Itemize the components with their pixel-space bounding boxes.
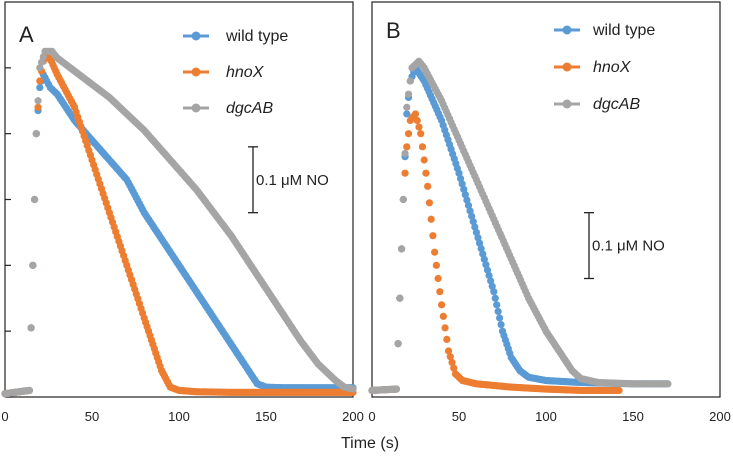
data-point [411,110,420,118]
data-point [497,320,505,329]
legend-entry-dgcAB: dgcAB [554,96,640,113]
data-point [404,90,413,98]
x-tick-label: 150 [255,409,277,424]
data-point [490,288,498,296]
data-point [399,195,407,204]
data-point [27,324,35,332]
legend-marker [191,67,201,77]
data-point [39,53,47,61]
data-point [441,324,449,332]
legend-marker [562,25,572,35]
data-point [443,335,451,343]
data-point [427,215,435,223]
data-point [25,386,33,395]
data-point [424,182,432,190]
series-dgcAB [1,47,357,398]
data-point [417,130,425,138]
legend-label: hnoX [226,64,265,81]
data-point [29,261,37,269]
data-point [425,199,434,207]
scale-bar-label: 0.1 μM NO [256,172,329,189]
data-point [404,130,413,138]
x-tick-label: 50 [452,409,466,424]
panel-a-plot: 0 50 100 150 200 A wild type hnoX dgcAB 0.1 μM NO [1,1,364,424]
legend-label: wild type [592,22,655,39]
plot-frame [371,1,721,398]
legend-marker [191,31,201,41]
panel-letter: A [19,22,34,47]
data-point [491,294,499,302]
data-point [432,261,440,269]
data-point [406,77,414,85]
x-tick-label: 50 [85,409,99,424]
data-point [401,169,409,177]
data-point [439,312,447,320]
x-tick-label: 100 [168,409,190,424]
data-point [36,77,44,85]
data-point [448,358,456,367]
data-point [392,385,400,393]
x-tick-label: 200 [342,409,364,424]
data-point [434,274,442,283]
x-tick-label: 0 [368,409,375,424]
data-point [413,116,421,125]
series-dgcAB [368,57,672,395]
data-point [36,64,44,72]
data-point [444,347,453,355]
scale-bar: 0.1 μM NO [584,212,665,280]
data-point [37,58,46,66]
data-point [438,301,446,309]
legend-label: dgcAB [593,96,640,113]
data-point [349,385,357,393]
x-axis-title: Time (s) [341,435,399,452]
scale-bar-label: 0.1 μM NO [592,238,665,255]
data-point [397,245,406,253]
x-tick-label: 200 [709,409,731,424]
legend-label: hnoX [593,59,632,76]
legend-marker [562,99,572,109]
legend-entry-hnoX: hnoX [183,64,265,81]
data-point [429,232,437,240]
data-point [36,83,44,92]
legend-marker [191,103,201,113]
data-point [403,143,411,151]
data-point [403,110,411,118]
data-point [664,380,672,388]
data-point [415,123,423,131]
data-point [32,130,40,138]
data-point [396,294,404,302]
data-point [420,156,428,164]
data-point [422,169,430,177]
data-point [493,301,501,309]
data-point [403,103,411,111]
data-point [30,195,39,204]
legend-entry-dgcAB: dgcAB [183,100,273,117]
scale-bar: 0.1 μM NO [248,146,329,214]
legend-label: wild type [225,28,288,45]
x-tick-label: 100 [535,409,557,424]
panel-letter: B [386,18,401,43]
legend-entry-wild_type: wild type [554,22,655,39]
data-point [401,149,409,158]
data-point [615,386,623,395]
x-tick-label: 0 [1,409,8,424]
panel-b-plot: 0 50 100 150 200 B wild type hnoX dgcAB 0.1 μM NO [368,1,731,424]
legend-entry-wild_type: wild type [183,28,288,45]
data-point [494,307,502,316]
data-point [34,97,42,105]
data-point [436,288,444,296]
data-point [446,353,454,361]
legend-label: dgcAB [226,100,273,117]
data-point [34,103,42,111]
legend-entry-hnoX: hnoX [554,59,632,76]
data-point [418,143,427,151]
data-point [431,248,439,256]
data-point [450,364,458,372]
data-point [496,314,504,322]
data-point [394,340,402,348]
legend-marker [562,62,572,72]
x-tick-label: 150 [622,409,644,424]
